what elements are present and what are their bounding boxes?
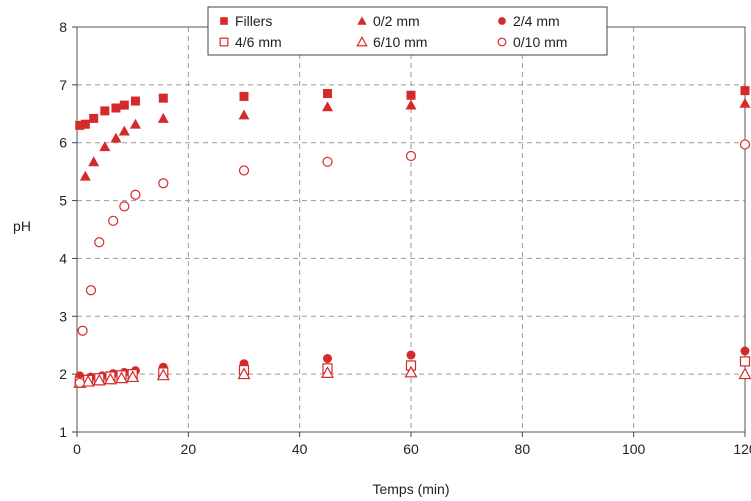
- data-point: [129, 118, 141, 129]
- data-point: [99, 141, 111, 152]
- legend-label: 6/10 mm: [373, 34, 427, 50]
- legend-item: 4/6 mm: [219, 34, 282, 50]
- x-tick-label: 0: [73, 441, 81, 457]
- y-tick-label: 6: [59, 135, 67, 151]
- legend-item: Fillers: [220, 13, 272, 29]
- data-point: [119, 100, 129, 110]
- x-tick-label: 100: [622, 441, 646, 457]
- data-point: [75, 120, 85, 130]
- x-axis-ticks: 0 20 40 60 80 100 120: [73, 432, 751, 457]
- legend-label: 0/10 mm: [513, 34, 567, 50]
- data-point: [238, 165, 250, 176]
- data-point: [115, 371, 129, 384]
- data-point: [405, 99, 417, 110]
- series-1: [75, 86, 750, 130]
- data-point: [110, 132, 122, 143]
- x-tick-label: 20: [181, 441, 197, 457]
- data-point: [100, 106, 110, 116]
- legend-label: 4/6 mm: [235, 34, 282, 50]
- legend-item: 0/10 mm: [497, 34, 567, 50]
- data-point: [92, 373, 106, 386]
- x-tick-label: 60: [403, 441, 419, 457]
- legend-label: 2/4 mm: [513, 13, 560, 29]
- y-tick-label: 5: [59, 193, 67, 209]
- y-tick-label: 4: [59, 250, 67, 266]
- data-point: [126, 370, 140, 383]
- y-tick-label: 2: [59, 366, 67, 382]
- legend-marker: [356, 36, 368, 47]
- data-point: [111, 103, 121, 113]
- data-point: [118, 125, 130, 136]
- x-tick-label: 40: [292, 441, 308, 457]
- legend-marker: [219, 37, 229, 47]
- y-axis-ticks: 1 2 3 4 5 6 7 8: [59, 19, 77, 440]
- data-point: [740, 346, 750, 356]
- data-point: [89, 113, 99, 123]
- x-tick-label: 80: [515, 441, 531, 457]
- data-point: [156, 368, 170, 381]
- data-point: [238, 109, 250, 120]
- data-point: [80, 119, 90, 129]
- data-point: [130, 96, 140, 106]
- y-axis-label: pH: [13, 218, 31, 234]
- data-point: [81, 374, 95, 387]
- data-point: [739, 139, 751, 150]
- data-point: [322, 156, 333, 167]
- data-point: [85, 285, 97, 296]
- data-point: [108, 215, 119, 226]
- data-point: [320, 366, 335, 378]
- y-tick-label: 1: [59, 424, 67, 440]
- data-point: [406, 350, 416, 360]
- legend-marker: [357, 16, 367, 25]
- data-point: [158, 93, 168, 103]
- data-point: [738, 367, 751, 380]
- data-point: [739, 97, 751, 108]
- legend-item: 6/10 mm: [356, 34, 427, 50]
- series-2: [79, 97, 751, 181]
- data-point: [77, 325, 88, 336]
- x-tick-label: 120: [733, 441, 751, 457]
- data-point: [79, 170, 91, 181]
- legend-label: Fillers: [235, 13, 272, 29]
- series-6: [74, 139, 751, 388]
- data-point: [323, 354, 332, 364]
- data-point: [130, 189, 141, 200]
- x-axis-label: Temps (min): [372, 481, 449, 497]
- data-point: [322, 101, 333, 112]
- data-point: [405, 150, 417, 162]
- y-tick-label: 8: [59, 19, 67, 35]
- legend-marker: [497, 37, 507, 47]
- legend-marker: [220, 17, 228, 25]
- data-point: [119, 201, 130, 212]
- data-point: [740, 86, 750, 96]
- data-point: [94, 237, 105, 248]
- data-point: [103, 372, 117, 385]
- data-point: [74, 377, 85, 388]
- data-point: [323, 89, 332, 99]
- series-5: [73, 365, 751, 388]
- legend: Fillers 0/2 mm 2/4 mm 4/6 mm 6/10 mm 0/10 mm: [207, 6, 608, 56]
- y-tick-label: 3: [59, 308, 67, 324]
- legend-item: 2/4 mm: [498, 13, 560, 29]
- legend-item: 0/2 mm: [357, 13, 420, 29]
- y-tick-label: 7: [59, 77, 67, 93]
- data-point: [88, 156, 100, 167]
- legend-label: 0/2 mm: [373, 13, 420, 29]
- data-point: [157, 112, 169, 123]
- data-marks: [73, 86, 751, 388]
- data-point: [404, 365, 418, 378]
- data-point: [239, 91, 249, 101]
- data-point: [237, 367, 251, 380]
- data-point: [739, 356, 751, 367]
- data-point: [158, 178, 169, 189]
- data-point: [406, 90, 416, 100]
- legend-marker: [498, 17, 506, 25]
- legend-box: [207, 6, 608, 56]
